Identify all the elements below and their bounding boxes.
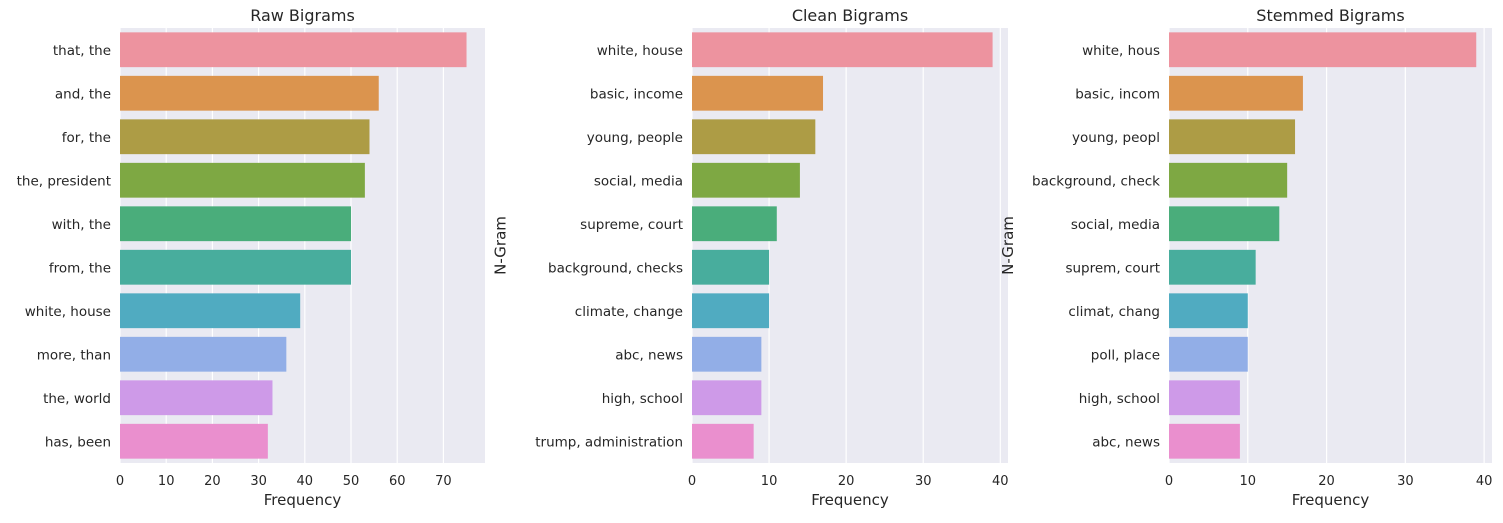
x-tick-label: 40 xyxy=(992,474,1009,489)
chart-panel-1: that, the and, the for, the the, president w… xyxy=(17,6,485,509)
bar xyxy=(1169,162,1288,198)
category-label: has, been xyxy=(45,434,111,450)
category-label: supreme, court xyxy=(580,217,683,233)
category-label: for, the xyxy=(62,130,111,146)
x-tick-label: 30 xyxy=(1397,474,1414,489)
bar xyxy=(120,293,301,329)
bar xyxy=(692,162,800,198)
bar xyxy=(692,206,777,242)
x-axis-label: Frequency xyxy=(811,491,889,509)
x-tick-label: 70 xyxy=(435,474,452,489)
x-tick-label: 10 xyxy=(761,474,778,489)
bar xyxy=(692,249,770,285)
bar xyxy=(1169,75,1303,111)
bar xyxy=(692,380,762,416)
bar xyxy=(120,380,273,416)
category-label: trump, administration xyxy=(535,434,683,450)
category-label: white, hous xyxy=(1082,43,1160,59)
bar xyxy=(120,249,352,285)
x-tick-label: 60 xyxy=(389,474,406,489)
category-label: suprem, court xyxy=(1065,260,1160,276)
bar xyxy=(1169,119,1296,155)
category-label: more, than xyxy=(37,347,111,363)
category-label: social, media xyxy=(1071,217,1160,233)
category-label: from, the xyxy=(49,260,111,276)
category-label: background, checks xyxy=(548,260,683,276)
category-label: young, people xyxy=(587,130,683,146)
category-label: abc, news xyxy=(1092,434,1160,450)
bar xyxy=(120,119,370,155)
category-label: abc, news xyxy=(615,347,683,363)
x-tick-label: 0 xyxy=(116,474,124,489)
category-label: background, check xyxy=(1032,173,1160,189)
category-label: young, peopl xyxy=(1072,130,1160,146)
x-axis-label: Frequency xyxy=(264,491,342,509)
category-label: poll, place xyxy=(1091,347,1160,363)
x-tick-label: 0 xyxy=(688,474,696,489)
category-label: social, media xyxy=(594,173,683,189)
category-label: climate, change xyxy=(575,304,683,320)
category-label: with, the xyxy=(52,217,111,233)
chart-panel-2: white, house basic, income young, people so… xyxy=(491,6,1008,509)
bar xyxy=(692,32,993,68)
bar xyxy=(1169,423,1240,459)
x-tick-label: 10 xyxy=(158,474,175,489)
bar xyxy=(120,75,379,111)
category-label: basic, incom xyxy=(1075,86,1160,102)
bar xyxy=(1169,206,1280,242)
bar xyxy=(120,32,467,68)
x-tick-label: 30 xyxy=(915,474,932,489)
bar xyxy=(692,423,754,459)
x-tick-label: 20 xyxy=(838,474,855,489)
x-tick-label: 0 xyxy=(1165,474,1173,489)
category-label: white, house xyxy=(597,43,683,59)
bar xyxy=(1169,380,1240,416)
category-label: that, the xyxy=(53,43,111,59)
category-label: basic, income xyxy=(590,86,683,102)
x-tick-label: 20 xyxy=(1318,474,1335,489)
chart-title: Clean Bigrams xyxy=(792,6,908,25)
category-label: the, president xyxy=(17,173,111,189)
category-label: the, world xyxy=(43,391,111,407)
bar xyxy=(120,206,352,242)
chart-title: Raw Bigrams xyxy=(250,6,355,25)
bar xyxy=(1169,32,1477,68)
bar xyxy=(692,293,770,329)
chart-panel-3: white, hous basic, incom young, peopl backg… xyxy=(999,6,1492,509)
category-label: high, school xyxy=(1079,391,1160,407)
category-label: white, house xyxy=(25,304,111,320)
x-tick-label: 20 xyxy=(204,474,221,489)
bar xyxy=(120,423,268,459)
x-axis-label: Frequency xyxy=(1292,491,1370,509)
x-tick-label: 50 xyxy=(343,474,360,489)
x-tick-label: 40 xyxy=(1476,474,1493,489)
bar xyxy=(1169,249,1256,285)
bar xyxy=(1169,336,1248,372)
category-label: and, the xyxy=(55,86,111,102)
x-tick-label: 40 xyxy=(297,474,314,489)
bar xyxy=(692,75,824,111)
x-tick-label: 30 xyxy=(250,474,267,489)
bar xyxy=(692,119,816,155)
bar xyxy=(1169,293,1248,329)
y-axis-label: N-Gram xyxy=(491,216,509,275)
y-axis-label: N-Gram xyxy=(999,216,1017,275)
category-label: climat, chang xyxy=(1068,304,1160,320)
bar xyxy=(120,336,287,372)
category-label: high, school xyxy=(602,391,683,407)
x-tick-label: 10 xyxy=(1240,474,1257,489)
bar xyxy=(120,162,365,198)
chart-title: Stemmed Bigrams xyxy=(1256,6,1404,25)
bar xyxy=(692,336,762,372)
